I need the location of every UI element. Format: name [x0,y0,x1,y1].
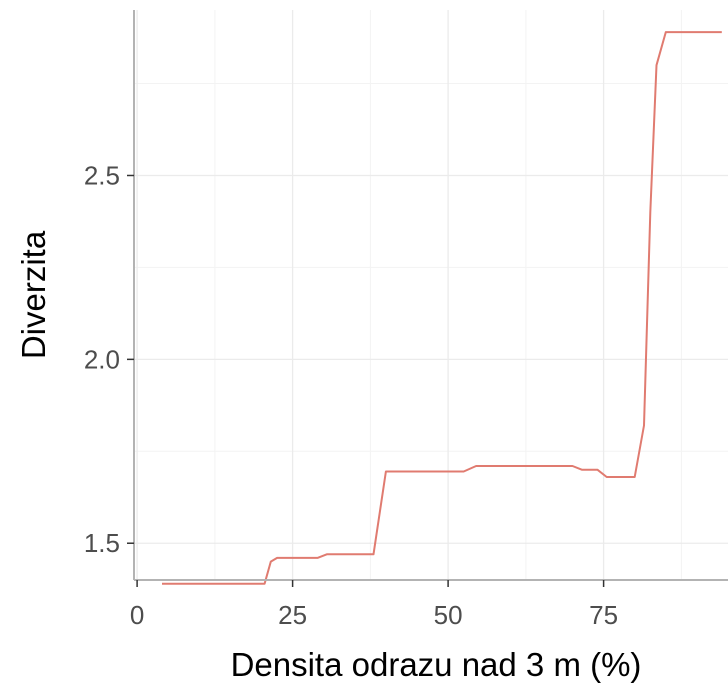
y-axis-title: Diverzita [15,230,52,359]
y-tick-label: 2.0 [84,344,120,374]
series-layer [162,31,722,585]
x-axis-title: Densita odrazu nad 3 m (%) [231,646,642,683]
x-tick-label: 75 [589,600,618,630]
y-axis-ticks: 1.5 2.0 2.5 [84,160,134,558]
x-tick-label: 50 [434,600,463,630]
x-axis-ticks: 0 25 50 75 [130,580,618,630]
x-tick-label: 25 [278,600,307,630]
y-tick-label: 1.5 [84,528,120,558]
minor-gridlines [134,10,728,580]
x-tick-label: 0 [130,600,144,630]
series-line [162,31,722,585]
y-tick-label: 2.5 [84,160,120,190]
major-gridlines [134,10,728,580]
